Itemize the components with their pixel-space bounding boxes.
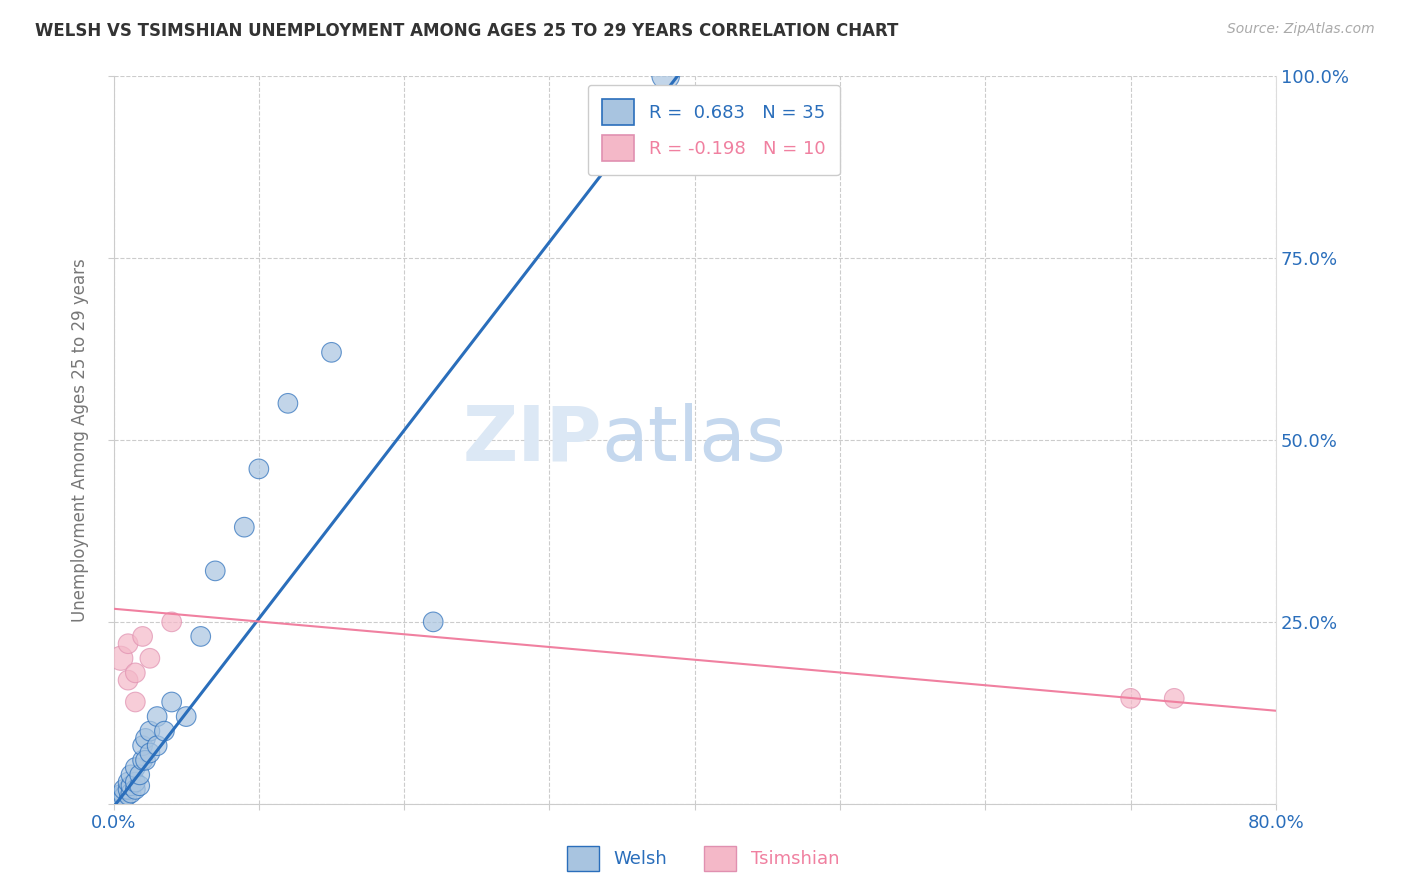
Point bbox=[190, 629, 212, 643]
Point bbox=[124, 695, 146, 709]
Point bbox=[124, 760, 146, 774]
Text: Source: ZipAtlas.com: Source: ZipAtlas.com bbox=[1227, 22, 1375, 37]
Point bbox=[120, 768, 142, 782]
Point bbox=[1163, 691, 1185, 706]
Point bbox=[139, 746, 162, 760]
Legend: R =  0.683   N = 35, R = -0.198   N = 10: R = 0.683 N = 35, R = -0.198 N = 10 bbox=[588, 85, 839, 176]
Point bbox=[153, 724, 176, 739]
Point bbox=[131, 753, 153, 767]
Point bbox=[110, 789, 132, 804]
Point bbox=[117, 789, 139, 804]
Point bbox=[128, 768, 150, 782]
Point bbox=[146, 709, 169, 723]
Point bbox=[139, 724, 162, 739]
Point bbox=[174, 709, 197, 723]
Point bbox=[134, 753, 156, 767]
Y-axis label: Unemployment Among Ages 25 to 29 years: Unemployment Among Ages 25 to 29 years bbox=[72, 258, 89, 622]
Point bbox=[1119, 691, 1142, 706]
Legend: Welsh, Tsimshian: Welsh, Tsimshian bbox=[560, 838, 846, 879]
Point bbox=[128, 779, 150, 793]
Point bbox=[120, 779, 142, 793]
Point bbox=[124, 782, 146, 797]
Point bbox=[131, 629, 153, 643]
Point bbox=[120, 786, 142, 800]
Point bbox=[247, 462, 270, 476]
Point bbox=[112, 789, 135, 804]
Point bbox=[131, 739, 153, 753]
Point bbox=[117, 637, 139, 651]
Point bbox=[110, 786, 132, 800]
Point bbox=[233, 520, 256, 534]
Point bbox=[110, 793, 132, 807]
Point bbox=[117, 673, 139, 687]
Text: WELSH VS TSIMSHIAN UNEMPLOYMENT AMONG AGES 25 TO 29 YEARS CORRELATION CHART: WELSH VS TSIMSHIAN UNEMPLOYMENT AMONG AG… bbox=[35, 22, 898, 40]
Point bbox=[110, 651, 132, 665]
Point bbox=[160, 615, 183, 629]
Point bbox=[124, 775, 146, 789]
Point bbox=[117, 782, 139, 797]
Point bbox=[112, 782, 135, 797]
Point bbox=[654, 69, 676, 83]
Point bbox=[124, 665, 146, 680]
Point bbox=[204, 564, 226, 578]
Text: atlas: atlas bbox=[602, 403, 786, 476]
Point bbox=[277, 396, 299, 410]
Point bbox=[160, 695, 183, 709]
Point bbox=[321, 345, 343, 359]
Point bbox=[422, 615, 444, 629]
Point bbox=[134, 731, 156, 746]
Point bbox=[139, 651, 162, 665]
Point bbox=[117, 775, 139, 789]
Point bbox=[146, 739, 169, 753]
Text: ZIP: ZIP bbox=[463, 403, 602, 476]
